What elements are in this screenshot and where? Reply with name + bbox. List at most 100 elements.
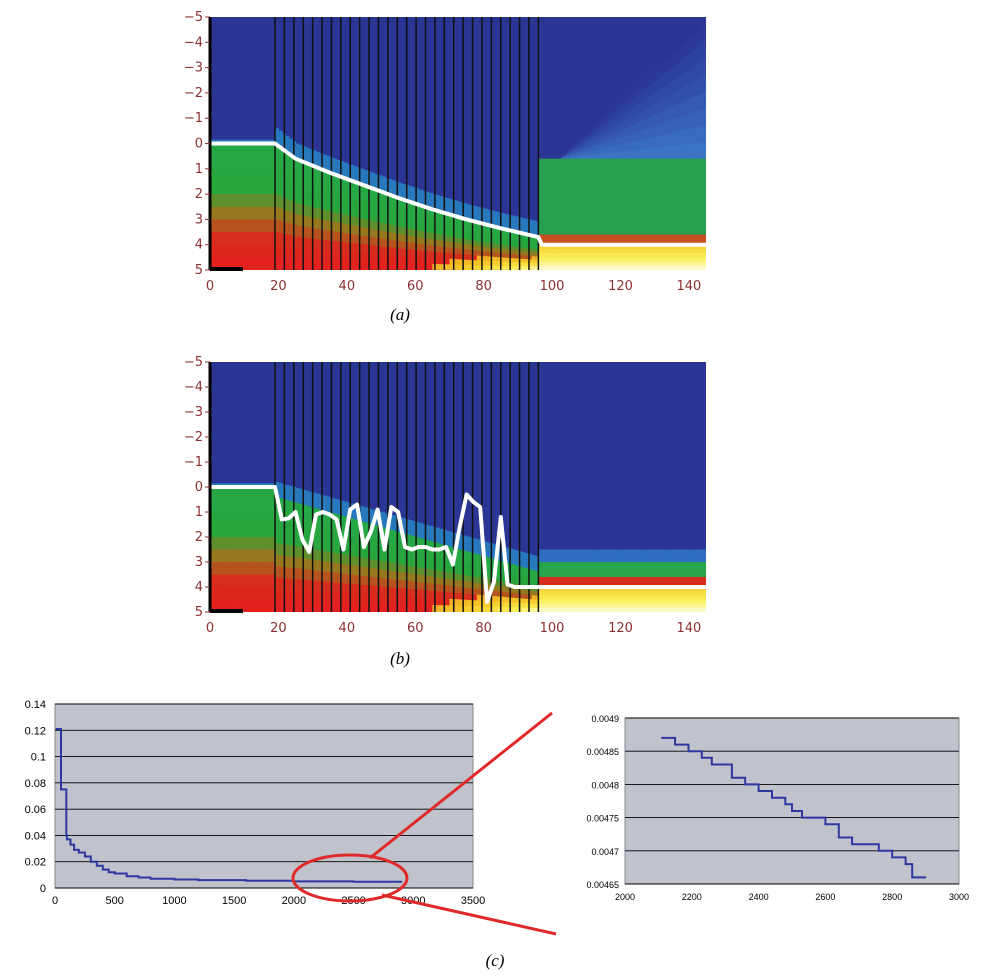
heatmap-cell: [333, 202, 338, 213]
heatmap-cell: [651, 147, 656, 160]
heatmap-cell: [610, 146, 615, 154]
heatmap-cell: [271, 257, 276, 270]
heatmap-cell: [316, 259, 321, 270]
heatmap-cell: [374, 559, 379, 570]
heatmap-cell: [558, 261, 563, 267]
heatmap-cell: [593, 599, 598, 605]
heatmap-cell: [593, 591, 598, 596]
heatmap-cell: [452, 259, 457, 266]
heatmap-cell: [425, 539, 430, 548]
heatmap-cell: [589, 132, 594, 138]
heatmap-cell: [333, 193, 338, 204]
heatmap-cell: [422, 218, 427, 226]
heatmap-cell: [617, 110, 622, 119]
heatmap-cell: [463, 239, 468, 245]
heatmap-cell: [675, 587, 680, 592]
heatmap-cell: [664, 146, 669, 160]
heatmap-cell: [531, 599, 536, 605]
heatmap-cell: [298, 503, 303, 516]
heatmap-cell: [295, 192, 300, 204]
heatmap-cell: [254, 549, 259, 563]
heatmap-cell: [682, 562, 687, 577]
heatmap-cell: [647, 75, 652, 87]
heatmap-cell: [569, 148, 574, 150]
heatmap-cell: [644, 577, 649, 587]
heatmap-cell: [651, 115, 656, 127]
heatmap-cell: [381, 586, 386, 596]
heatmap-cell: [637, 234, 642, 245]
heatmap-cell: [240, 599, 245, 612]
heatmap-cell: [630, 158, 635, 235]
heatmap-cell: [531, 245, 536, 250]
heatmap-cell: [596, 122, 601, 128]
heatmap-cell: [699, 60, 704, 78]
heatmap-cell: [418, 522, 423, 538]
heatmap-cell: [466, 536, 471, 552]
heatmap-cell: [692, 595, 697, 601]
heatmap-cell: [688, 562, 693, 577]
heatmap-cell: [274, 531, 280, 544]
heatmap-cell: [387, 595, 392, 605]
heatmap-cell: [617, 144, 622, 153]
heatmap-cell: [582, 248, 587, 254]
heatmap-cell: [271, 181, 276, 195]
heatmap-cell: [555, 244, 560, 250]
heatmap-cell: [675, 607, 680, 612]
heatmap-cell: [302, 590, 307, 602]
heatmap-cell: [487, 601, 492, 608]
heatmap-cell: [582, 577, 587, 587]
heatmap-cell: [661, 607, 666, 612]
data-point: [837, 836, 840, 839]
heatmap-cell: [233, 206, 238, 220]
heatmap-cell: [565, 591, 570, 596]
heatmap-cell: [661, 98, 666, 112]
heatmap-cell: [261, 194, 266, 208]
heatmap-cell: [545, 607, 550, 612]
heatmap-cell: [641, 120, 646, 131]
data-point: [771, 796, 773, 799]
heatmap-cell: [641, 577, 646, 587]
heatmap-cell: [213, 549, 218, 563]
heatmap-cell: [569, 156, 574, 158]
heatmap-cell: [671, 253, 676, 258]
heatmap-cell: [552, 603, 557, 609]
heatmap-cell: [654, 102, 659, 115]
heatmap-cell: [350, 198, 355, 208]
heatmap-cell: [230, 524, 235, 538]
heatmap-cell: [370, 603, 375, 612]
heatmap-cell: [627, 234, 632, 245]
heatmap-cell: [473, 582, 478, 590]
heatmap-cell: [671, 603, 676, 609]
heatmap-cell: [675, 562, 680, 577]
heatmap-cell: [350, 602, 355, 612]
heatmap-cell: [446, 241, 451, 248]
heatmap-cell: [695, 31, 700, 49]
heatmap-cell: [305, 227, 310, 239]
heatmap-cell: [651, 248, 656, 254]
heatmap-cell: [384, 513, 389, 529]
heatmap-cell: [210, 587, 215, 601]
heatmap-cell: [514, 246, 519, 252]
heatmap-cell: [586, 132, 591, 137]
heatmap-cell: [692, 587, 697, 592]
heatmap-cell: [699, 158, 704, 235]
heatmap-cell: [339, 583, 345, 594]
heatmap-cell: [384, 192, 389, 202]
heatmap-cell: [370, 576, 375, 587]
heatmap-cell: [415, 574, 420, 583]
heatmap-cell: [534, 246, 539, 251]
heatmap-cell: [298, 237, 303, 249]
heatmap-cell: [415, 188, 420, 204]
heatmap-cell: [606, 587, 611, 592]
heatmap-cell: [569, 157, 574, 160]
data-point: [924, 876, 927, 879]
heatmap-cell: [671, 248, 676, 254]
heatmap-cell: [641, 129, 646, 141]
heatmap-cell: [452, 231, 457, 238]
heatmap-cell: [589, 599, 594, 605]
heatmap-cell: [579, 591, 584, 596]
heatmap-cell: [483, 237, 488, 243]
heatmap-cell: [613, 603, 618, 609]
heatmap-cell: [603, 599, 608, 605]
heatmap-cell: [374, 542, 379, 552]
